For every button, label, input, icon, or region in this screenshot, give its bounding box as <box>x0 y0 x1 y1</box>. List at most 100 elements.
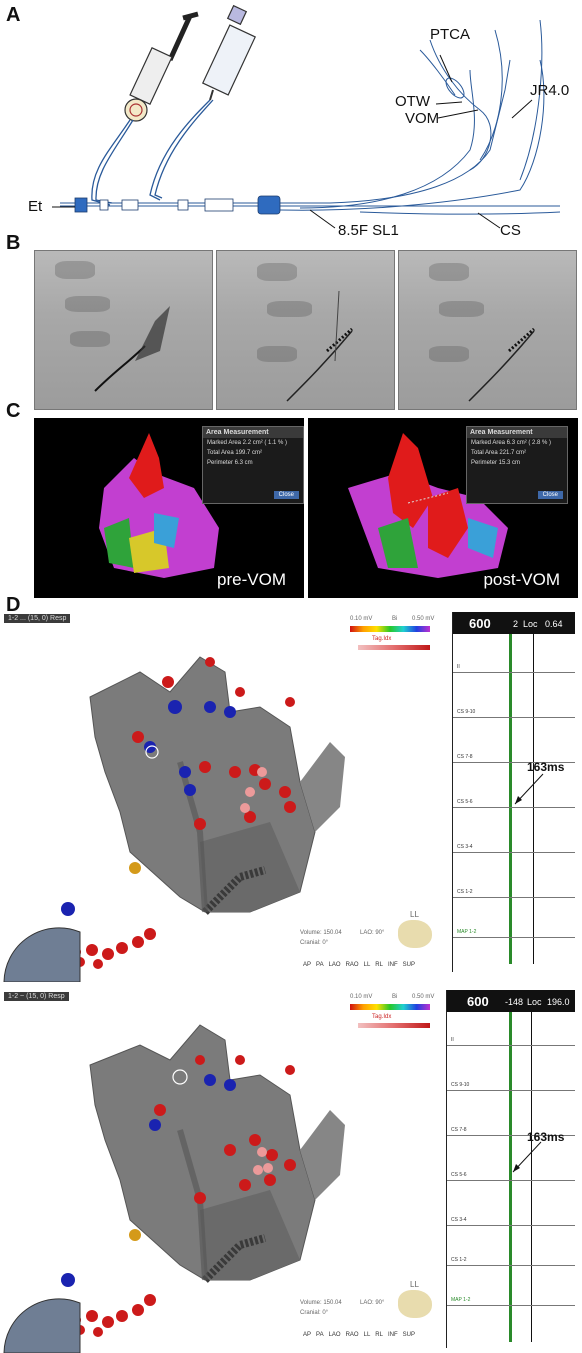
tag-index-bar <box>358 1023 430 1028</box>
view-inf-button[interactable]: INF <box>387 962 398 968</box>
tag-index-label: Tag.Idx <box>372 1014 392 1020</box>
egm-channel-label: CS 5-6 <box>457 799 473 805</box>
voltage-max: 0.50 mV <box>412 994 435 1000</box>
egm-trace <box>453 852 575 853</box>
close-button[interactable]: Close <box>273 491 299 499</box>
view-inf-button[interactable]: INF <box>387 1332 398 1338</box>
fluoroscopy-image-1 <box>34 250 213 410</box>
egm-channel-label: CS 1-2 <box>451 1257 467 1263</box>
volume-readout: Volume: 150.04 <box>300 930 342 936</box>
voltage-min: 0.10 mV <box>350 616 373 622</box>
egm-trace <box>453 937 575 938</box>
egm-channel-label: II <box>451 1037 454 1043</box>
syringe-icon <box>201 4 257 101</box>
egm-trace <box>447 1225 575 1226</box>
panel-d-letter: D <box>6 594 21 616</box>
panel-b-letter: B <box>6 232 21 254</box>
close-button[interactable]: Close <box>537 491 563 499</box>
map-title-bar[interactable]: 1-2 ~ (15, 0) Resp <box>4 992 69 1001</box>
egm-header: 600 -148 Loc 196.0 <box>447 990 575 1012</box>
pre-vom-area-box: Area Measurement Marked Area 2.2 cm² ( 1… <box>202 426 304 504</box>
panel-c-letter: C <box>6 400 21 422</box>
heart-3d-model <box>3 656 345 982</box>
view-ap-button[interactable]: AP <box>303 1332 312 1338</box>
view-pa-button[interactable]: PA <box>316 1332 324 1338</box>
egm-header: 600 2 Loc 0.64 <box>453 612 575 634</box>
loc-number: -148 <box>505 997 524 1007</box>
mini-heart-icon <box>398 920 432 948</box>
egm-channel-label: CS 1-2 <box>457 889 473 895</box>
activation-arrow <box>512 1141 542 1173</box>
map-title-bar[interactable]: 1-2 ... (15, 0) Resp <box>4 614 71 623</box>
view-label: LL <box>410 1280 419 1289</box>
tag-index-label: Tag.Idx <box>372 636 392 642</box>
map-panel-top: 1-2 ... (15, 0) Resp 0.10 mV Bi 0.50 mV … <box>0 612 582 982</box>
cranial-readout: Cranial: 0° <box>300 940 329 946</box>
egm-trace <box>447 1265 575 1266</box>
view-pa-button[interactable]: PA <box>316 962 324 968</box>
heart-3d-model <box>3 1024 345 1353</box>
view-lao-button[interactable]: LAO <box>328 1332 341 1338</box>
egm-channel-label: II <box>457 664 460 670</box>
view-buttons: AP PA LAO RAO LL RL INF SUP <box>303 1332 415 1338</box>
cycle-length: 600 <box>467 994 489 1009</box>
tag-index-bar <box>358 645 430 650</box>
voltage-mode: Bi <box>392 616 398 622</box>
lao-readout: LAO: 90° <box>360 1300 385 1306</box>
egm-trace <box>453 807 575 808</box>
view-ll-button[interactable]: LL <box>363 1332 371 1338</box>
view-rl-button[interactable]: RL <box>375 962 383 968</box>
pre-vom-heart-shape <box>99 433 219 578</box>
volume-readout: Volume: 150.04 <box>300 1300 342 1306</box>
view-sup-button[interactable]: SUP <box>402 1332 415 1338</box>
egm-trace <box>453 897 575 898</box>
total-area: Total Area 199.7 cm² <box>207 450 263 456</box>
area-title: Area Measurement <box>203 427 303 438</box>
electrogram-panel-bottom: 600 -148 Loc 196.0 II CS 9-10 CS 7-8 CS … <box>446 990 575 1348</box>
catheter-diagram <box>52 4 561 229</box>
sl1-label: 8.5F SL1 <box>338 222 399 239</box>
egm-trace <box>447 1045 575 1046</box>
post-vom-label: post-VOM <box>483 570 560 589</box>
egm-cursor-line <box>531 1012 532 1342</box>
voltage-color-bar <box>350 1004 430 1010</box>
lao-readout: LAO: 90° <box>360 930 385 936</box>
egm-cursor-line <box>509 634 512 964</box>
egm-trace <box>453 717 575 718</box>
voltage-min: 0.10 mV <box>350 994 373 1000</box>
panel-a-letter: A <box>6 4 21 26</box>
vom-label: VOM <box>405 110 440 127</box>
view-rao-button[interactable]: RAO <box>345 1332 359 1338</box>
pre-vom-map: Area Measurement Marked Area 2.2 cm² ( 1… <box>34 418 304 598</box>
map-panel-bottom: 1-2 ~ (15, 0) Resp 0.10 mV Bi 0.50 mV Ta… <box>0 990 582 1353</box>
view-ll-button[interactable]: LL <box>363 962 371 968</box>
view-buttons: AP PA LAO RAO LL RL INF SUP <box>303 962 415 968</box>
cycle-length: 600 <box>469 616 491 631</box>
view-ap-button[interactable]: AP <box>303 962 312 968</box>
cs-label: CS <box>500 222 521 239</box>
activation-arrow <box>514 773 544 805</box>
pre-vom-label: pre-VOM <box>217 570 286 589</box>
egm-channel-label: CS 9-10 <box>457 709 476 715</box>
electrogram-panel-top: 600 2 Loc 0.64 II CS 9-10 CS 7-8 CS 5-6 … <box>452 612 575 972</box>
egm-cursor-line <box>509 1012 512 1342</box>
view-rao-button[interactable]: RAO <box>345 962 359 968</box>
egm-channel-label: CS 3-4 <box>457 844 473 850</box>
view-lao-button[interactable]: LAO <box>328 962 341 968</box>
egm-channel-label: CS 7-8 <box>457 754 473 760</box>
cranial-readout: Cranial: 0° <box>300 1310 329 1316</box>
marked-area: Marked Area 6.3 cm² ( 2.8 % ) <box>471 440 552 446</box>
loc-value: 0.64 <box>545 619 563 629</box>
view-rl-button[interactable]: RL <box>375 1332 383 1338</box>
post-vom-area-box: Area Measurement Marked Area 6.3 cm² ( 2… <box>466 426 568 504</box>
fluoroscopy-image-2 <box>216 250 395 410</box>
view-sup-button[interactable]: SUP <box>402 962 415 968</box>
area-title: Area Measurement <box>467 427 567 438</box>
total-area: Total Area 221.7 cm² <box>471 450 527 456</box>
perimeter: Perimeter 6.3 cm <box>207 460 253 466</box>
loc-label: Loc <box>523 619 538 629</box>
inflation-device-icon <box>124 11 199 122</box>
jr-label: JR4.0 <box>530 82 570 99</box>
mini-heart-icon <box>398 1290 432 1318</box>
otw-label: OTW <box>395 93 430 110</box>
